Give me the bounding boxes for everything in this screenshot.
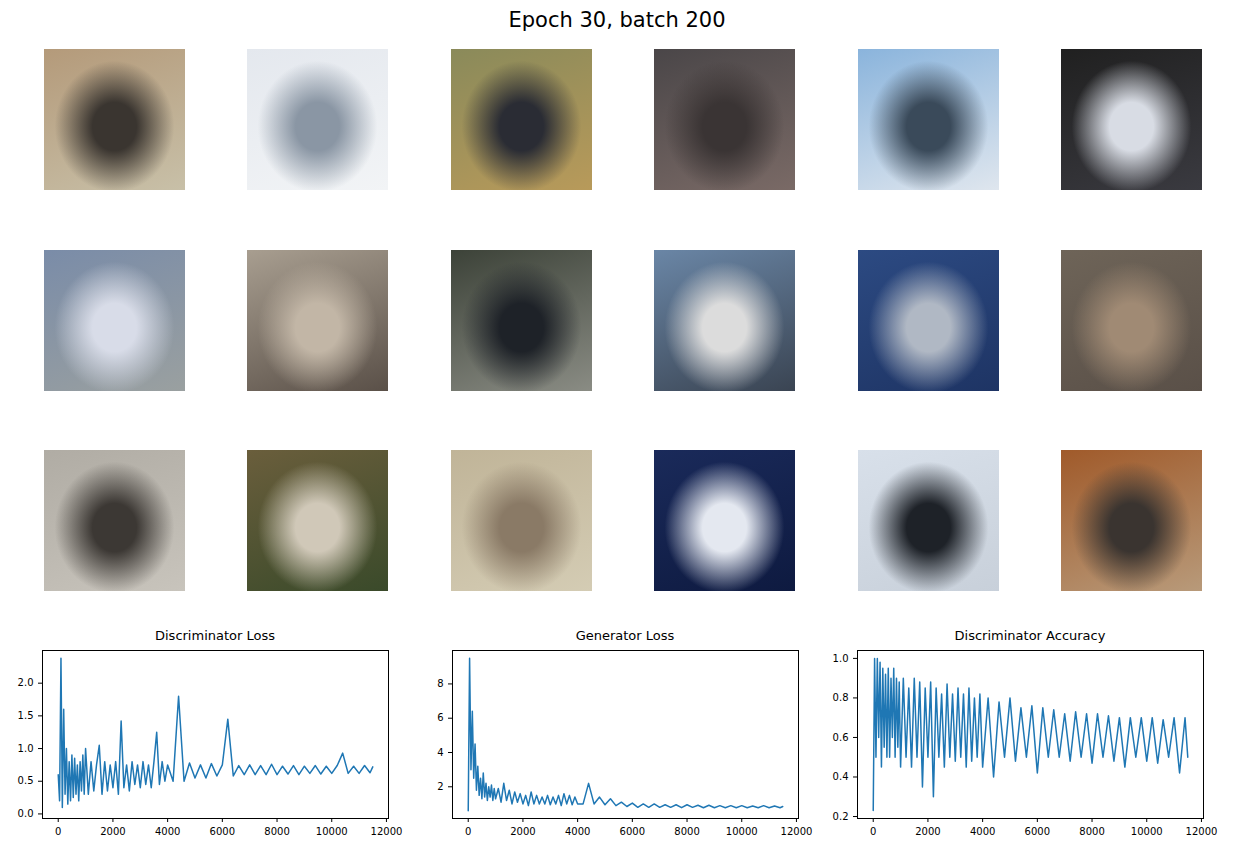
svg-text:2: 2 [437, 781, 443, 792]
svg-text:0: 0 [870, 826, 876, 837]
svg-text:1.0: 1.0 [833, 653, 849, 664]
svg-text:1.0: 1.0 [18, 743, 34, 754]
svg-text:10000: 10000 [316, 826, 348, 837]
svg-text:10000: 10000 [1131, 826, 1163, 837]
svg-text:12000: 12000 [1186, 826, 1218, 837]
svg-text:10000: 10000 [726, 826, 758, 837]
svg-text:2.0: 2.0 [18, 677, 34, 688]
svg-text:0.4: 0.4 [833, 771, 849, 782]
svg-text:1.5: 1.5 [18, 710, 34, 721]
svg-text:8000: 8000 [264, 826, 289, 837]
svg-text:4000: 4000 [970, 826, 995, 837]
svg-text:0: 0 [55, 826, 61, 837]
svg-text:4000: 4000 [155, 826, 180, 837]
svg-text:0.2: 0.2 [833, 811, 849, 822]
svg-text:0: 0 [465, 826, 471, 837]
svg-text:0.5: 0.5 [18, 775, 34, 786]
svg-text:8000: 8000 [674, 826, 699, 837]
svg-text:6000: 6000 [210, 826, 235, 837]
svg-text:6000: 6000 [620, 826, 645, 837]
svg-text:0.8: 0.8 [833, 692, 849, 703]
svg-text:0.6: 0.6 [833, 732, 849, 743]
svg-text:4: 4 [437, 747, 443, 758]
html-text:Epoch 30, batch 200: Epoch 30, batch 200 [508, 8, 726, 32]
html-text:Generator Loss: Generator Loss [575, 628, 675, 643]
html-text:Discriminator Loss: Discriminator Loss [155, 628, 275, 643]
svg-text:2000: 2000 [510, 826, 535, 837]
html-text:Discriminator Accuracy: Discriminator Accuracy [954, 628, 1106, 643]
svg-text:6: 6 [437, 712, 443, 723]
svg-text:12000: 12000 [371, 826, 403, 837]
svg-text:12000: 12000 [781, 826, 813, 837]
svg-text:8: 8 [437, 678, 443, 689]
svg-text:6000: 6000 [1025, 826, 1050, 837]
svg-text:8000: 8000 [1079, 826, 1104, 837]
svg-text:2000: 2000 [100, 826, 125, 837]
svg-text:2000: 2000 [915, 826, 940, 837]
svg-text:4000: 4000 [565, 826, 590, 837]
svg-text:0.0: 0.0 [18, 808, 34, 819]
